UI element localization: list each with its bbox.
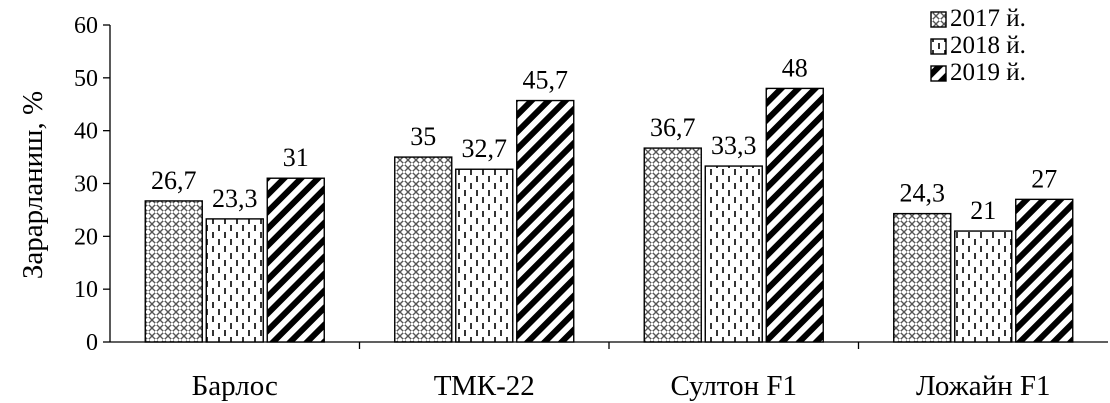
- legend-swatch-2: [930, 38, 947, 55]
- bar-1: [144, 200, 203, 343]
- y-tick-label: 60: [74, 13, 98, 39]
- data-label: 33,3: [711, 131, 757, 160]
- bar-1: [643, 147, 702, 343]
- legend-label: 2019 й.: [950, 59, 1026, 86]
- bar-1: [893, 212, 952, 343]
- y-axis-label: Зарарланиш, %: [17, 91, 49, 279]
- data-label: 45,7: [523, 66, 569, 95]
- bar-2: [954, 230, 1013, 343]
- data-label: 48: [782, 53, 808, 82]
- bar-3: [1015, 198, 1074, 343]
- data-label: 31: [283, 143, 309, 172]
- data-label: 27: [1031, 164, 1057, 193]
- data-label: 21: [970, 196, 996, 225]
- x-tick-label: Султон F1: [670, 370, 797, 402]
- bar-1: [394, 156, 453, 343]
- legend-label: 2017 й.: [950, 5, 1026, 32]
- bar-3: [516, 99, 575, 343]
- y-tick-label: 20: [74, 224, 98, 250]
- legend-swatch-3: [930, 65, 947, 82]
- data-label: 23,3: [212, 184, 258, 213]
- x-tick-label: Барлос: [192, 370, 278, 402]
- y-tick-label: 30: [74, 172, 98, 198]
- legend-label: 2018 й.: [950, 32, 1026, 59]
- y-tick-label: 40: [74, 119, 98, 145]
- data-labels: 26,7 23,3 31 35 32,7 45,7 36,7 33,3 48 24,3 21 27: [151, 53, 1057, 225]
- axes: 0 10 20 30 40 50 60 Барлос ТМК-22 Султон F1 Ложайн…: [74, 13, 1108, 402]
- legend: 2017 й.2018 й.2019 й.: [930, 5, 1026, 86]
- y-tick-label: 50: [74, 66, 98, 92]
- y-tick-label: 10: [74, 277, 98, 303]
- data-label: 32,7: [462, 134, 508, 163]
- data-label: 24,3: [900, 179, 946, 208]
- data-label: 36,7: [650, 113, 696, 142]
- bar-3: [266, 177, 325, 343]
- bar-2: [704, 165, 763, 343]
- x-tick-label: Ложайн F1: [916, 370, 1051, 402]
- x-tick-label: ТМК-22: [434, 370, 535, 402]
- bars: [144, 87, 1074, 343]
- bar-3: [765, 87, 824, 343]
- bar-2: [455, 168, 514, 343]
- data-label: 26,7: [151, 166, 197, 195]
- bar-2: [205, 218, 264, 343]
- y-tick-label: 0: [86, 330, 98, 356]
- legend-swatch-1: [930, 11, 947, 28]
- data-label: 35: [410, 122, 436, 151]
